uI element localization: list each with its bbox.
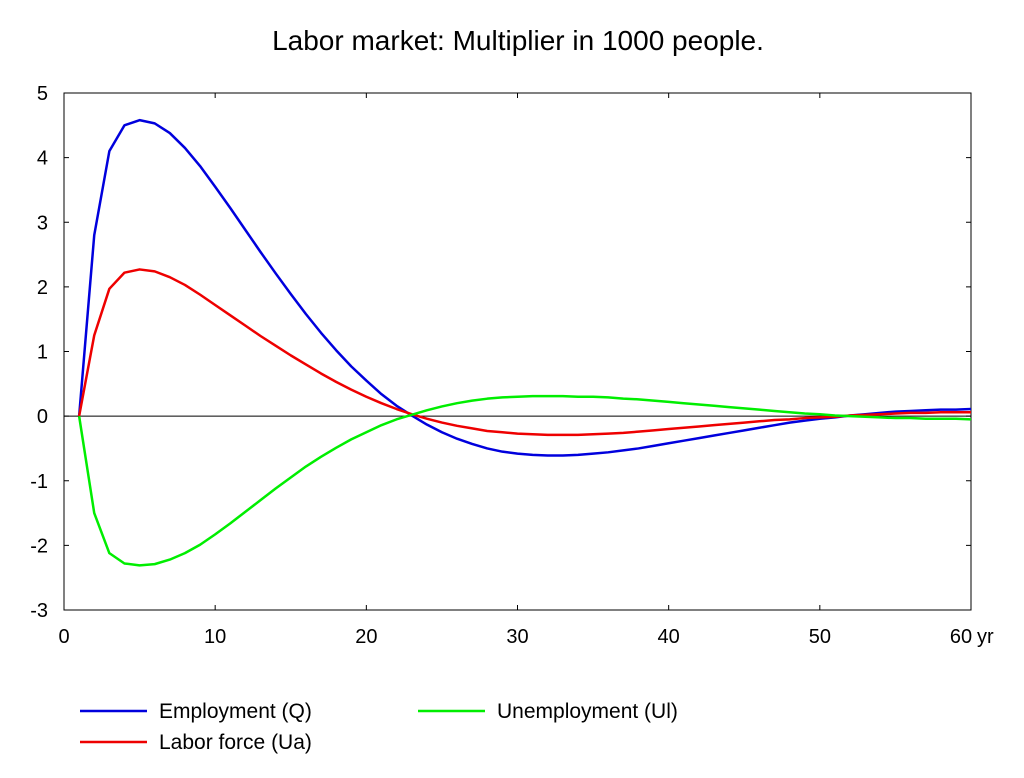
legend-label-2: Labor force (Ua) bbox=[159, 731, 312, 754]
x-tick-label: 50 bbox=[809, 626, 831, 648]
legend: Employment (Q) Labor force (Ua) Unemployme… bbox=[80, 700, 678, 754]
x-tick-label: 40 bbox=[658, 626, 680, 648]
y-tick-label: 3 bbox=[37, 212, 48, 234]
y-tick-label: 1 bbox=[37, 342, 48, 364]
y-tick-label: 2 bbox=[37, 277, 48, 299]
axis-ticks bbox=[63, 92, 972, 611]
y-tick-label: 5 bbox=[37, 83, 48, 105]
y-tick-label: 0 bbox=[37, 406, 48, 428]
series-line-1 bbox=[77, 118, 972, 457]
x-tick-label: 60 bbox=[950, 626, 972, 648]
plot-area-frame bbox=[63, 92, 972, 611]
y-tick-label: -1 bbox=[30, 471, 48, 493]
series-lines bbox=[77, 118, 972, 567]
legend-label-1: Employment (Q) bbox=[159, 700, 312, 723]
x-tick-label: 30 bbox=[506, 626, 528, 648]
y-tick-label: 4 bbox=[37, 148, 48, 170]
series-line-3 bbox=[77, 394, 972, 567]
x-tick-label: 0 bbox=[58, 626, 69, 648]
series-line-2 bbox=[77, 268, 971, 437]
legend-label-3: Unemployment (Ul) bbox=[497, 700, 678, 723]
chart-title: Labor market: Multiplier in 1000 people. bbox=[272, 25, 764, 56]
y-tick-label: -2 bbox=[30, 535, 48, 557]
x-tick-label: 10 bbox=[204, 626, 226, 648]
x-tick-label: 20 bbox=[355, 626, 377, 648]
x-axis-unit-label: yr bbox=[977, 626, 994, 648]
y-tick-label: -3 bbox=[30, 600, 48, 622]
